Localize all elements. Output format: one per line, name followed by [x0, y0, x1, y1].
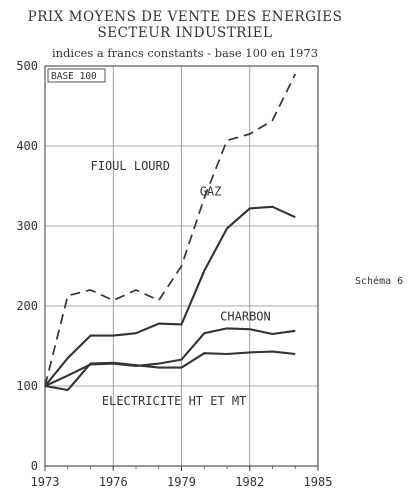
schema-label: Schéma 6 [355, 276, 404, 287]
chart-note: indices a francs constants - base 100 en… [51, 46, 319, 60]
y-tick-label: 100 [16, 379, 38, 393]
y-tick-label: 0 [31, 459, 38, 473]
series-label-1: FIOUL LOURD [91, 159, 170, 173]
plot-frame [44, 65, 319, 467]
y-tick-label: 500 [16, 59, 38, 73]
chart-title: PRIX MOYENS DE VENTE DES ENERGIES [27, 9, 343, 25]
base-box-frame [47, 68, 106, 83]
y-tick-label: 300 [16, 219, 38, 233]
series-lines [44, 73, 297, 392]
series-label-3: CHARBON [220, 309, 271, 323]
x-tick-label: 1982 [235, 475, 264, 489]
base-box: BASE 100 [47, 68, 106, 83]
x-tick-label: 1979 [167, 475, 196, 489]
x-tick-label: 1973 [31, 475, 60, 489]
y-tick-label: 400 [16, 139, 38, 153]
chart-subtitle: SECTEUR INDUSTRIEL [97, 25, 273, 41]
series-label-2: GAZ [200, 185, 222, 199]
x-tick-label: 1985 [304, 475, 333, 489]
y-tick-label: 200 [16, 299, 38, 313]
series-line-3 [44, 327, 296, 387]
base-box-label: BASE 100 [51, 71, 97, 82]
series-line-1 [44, 73, 297, 387]
series-label-4: ELECTRICITE HT ET MT [102, 394, 247, 408]
series-labels: FIOUL LOURD GAZ CHARBON ELECTRICITE HT ET M… [91, 159, 271, 408]
series-line-4 [44, 350, 296, 392]
axes: 0 100 200 300 400 500 1973 1976 1979 1982 1985 [16, 59, 332, 489]
x-tick-label: 1976 [99, 475, 128, 489]
series-line-2 [44, 205, 296, 387]
